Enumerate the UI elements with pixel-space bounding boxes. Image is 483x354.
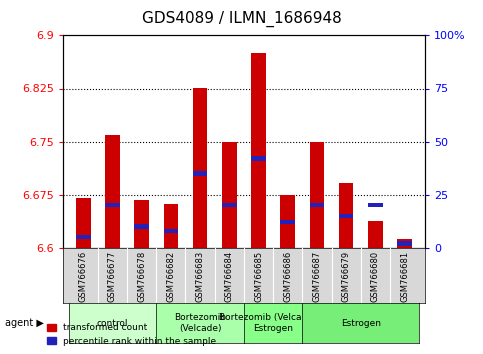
Text: GDS4089 / ILMN_1686948: GDS4089 / ILMN_1686948 — [142, 11, 341, 27]
Text: Bortezomib
(Velcade): Bortezomib (Velcade) — [174, 313, 226, 333]
Text: GSM766683: GSM766683 — [196, 251, 205, 302]
Text: Bortezomib (Velcade) +
Estrogen: Bortezomib (Velcade) + Estrogen — [219, 313, 327, 333]
Bar — [76, 198, 90, 248]
Bar — [310, 142, 324, 248]
Text: control: control — [97, 319, 128, 327]
Text: GSM766682: GSM766682 — [166, 251, 175, 302]
Bar — [339, 214, 354, 218]
Bar — [193, 88, 207, 248]
Text: GSM766678: GSM766678 — [137, 251, 146, 302]
Bar — [251, 156, 266, 161]
Bar — [134, 200, 149, 248]
Bar — [222, 203, 237, 207]
Bar — [339, 183, 354, 248]
Bar — [222, 142, 237, 248]
Bar — [164, 204, 178, 248]
Bar — [105, 135, 120, 248]
Text: GSM766677: GSM766677 — [108, 251, 117, 302]
Bar — [76, 235, 90, 239]
Text: GSM766687: GSM766687 — [313, 251, 322, 302]
Text: GSM766679: GSM766679 — [341, 251, 351, 302]
Bar — [310, 203, 324, 207]
Bar — [134, 224, 149, 229]
Text: GSM766685: GSM766685 — [254, 251, 263, 302]
Bar — [193, 171, 207, 176]
Bar — [368, 203, 383, 207]
Text: GSM766676: GSM766676 — [79, 251, 88, 302]
Legend: transformed count, percentile rank within the sample: transformed count, percentile rank withi… — [43, 320, 220, 349]
Text: GSM766681: GSM766681 — [400, 251, 409, 302]
Text: GSM766686: GSM766686 — [283, 251, 292, 302]
Bar — [398, 241, 412, 246]
Text: GSM766684: GSM766684 — [225, 251, 234, 302]
Bar — [105, 203, 120, 207]
Bar — [281, 195, 295, 248]
Text: GSM766680: GSM766680 — [371, 251, 380, 302]
Bar — [398, 239, 412, 248]
Text: agent ▶: agent ▶ — [5, 318, 43, 328]
Text: Estrogen: Estrogen — [341, 319, 381, 327]
Bar — [281, 220, 295, 224]
Bar — [251, 53, 266, 248]
Bar — [164, 229, 178, 233]
Bar — [368, 221, 383, 248]
